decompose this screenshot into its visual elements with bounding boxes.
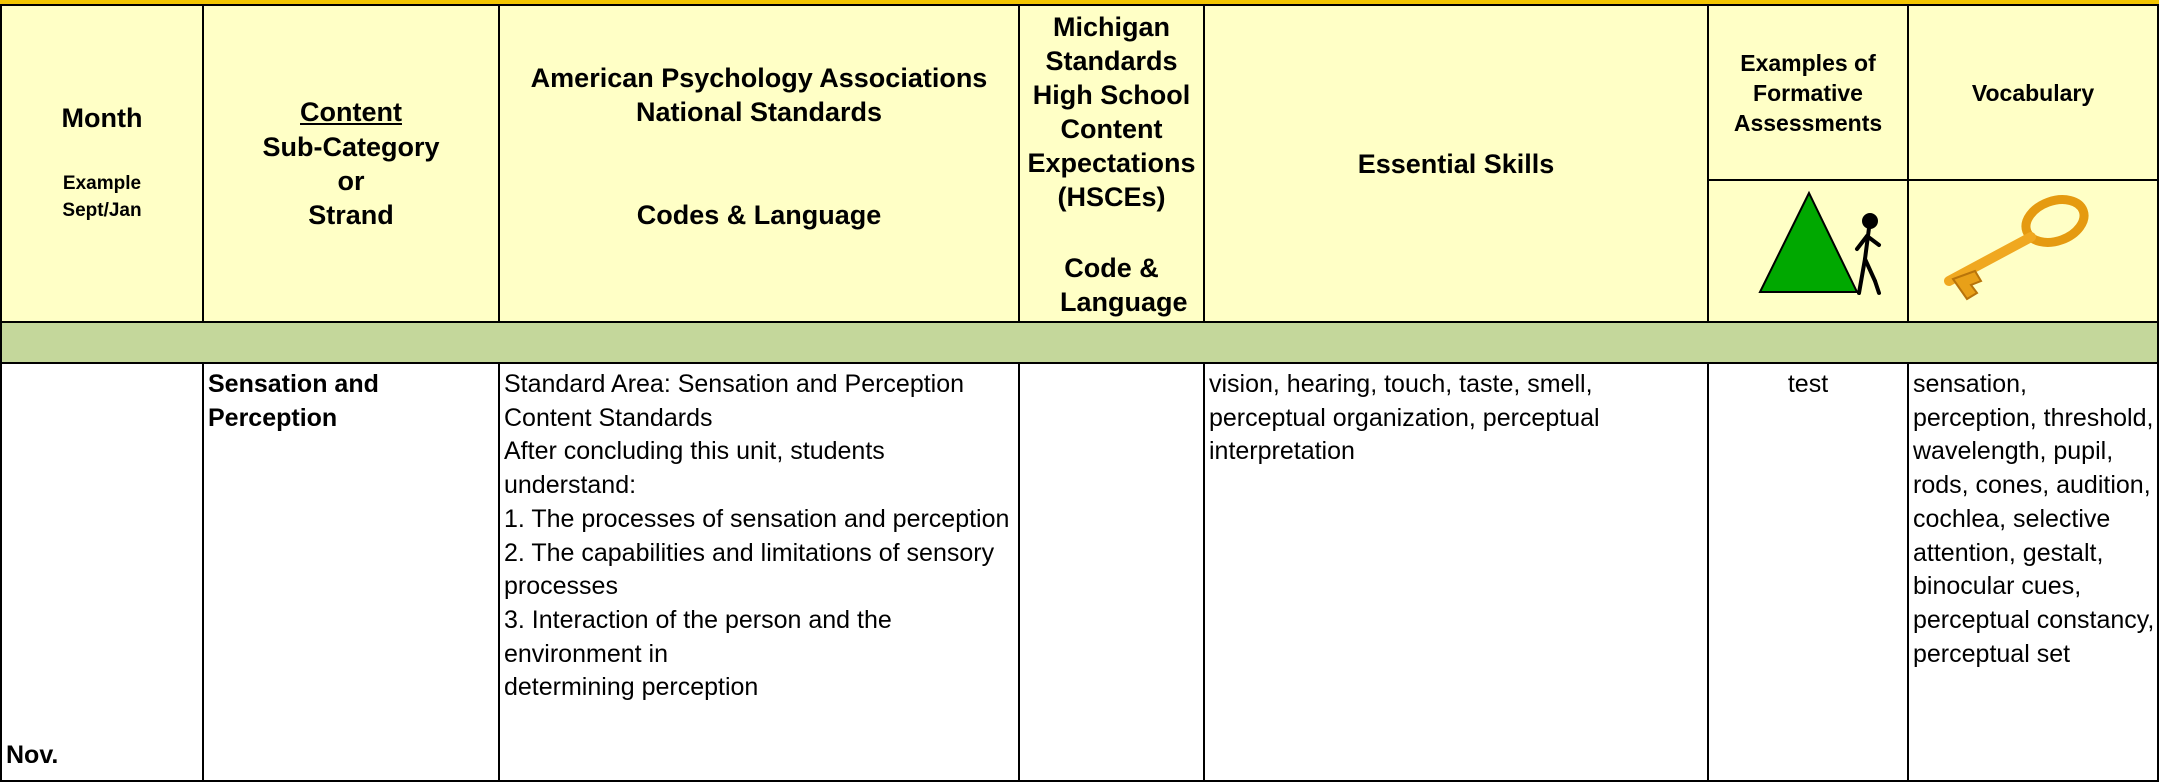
- header-skills-cell: Essential Skills: [1203, 4, 1709, 323]
- header-vocabulary-cell: Vocabulary: [1907, 4, 2159, 181]
- assessment-icon: [1758, 190, 1881, 295]
- header-skills: Essential Skills: [1357, 149, 1555, 179]
- climber: [1855, 213, 1881, 295]
- header-content: Sub-Category: [262, 132, 440, 162]
- header-assessments: Examples of Formative Assessments: [1733, 50, 1883, 136]
- header-content: or: [337, 166, 365, 196]
- key: [1944, 195, 2089, 301]
- header-month-example: Sept/Jan: [62, 200, 142, 221]
- apa-line: determining perception: [504, 673, 759, 702]
- header-michigan-title: Michigan Standards High School Content E…: [1027, 12, 1196, 212]
- row-assessments-cell: test: [1707, 362, 1909, 782]
- separator-band: [0, 321, 2159, 364]
- header-month: Month: [61, 103, 143, 133]
- header-content: Strand: [308, 200, 394, 230]
- row-vocabulary-cell: sensation, perception, threshold, wavele…: [1907, 362, 2159, 782]
- apa-line: Standard Area: Sensation and Perception: [504, 370, 965, 398]
- row-michigan-cell: [1018, 362, 1205, 782]
- apa-line: After concluding this unit, students und…: [504, 437, 885, 500]
- apa-line: 3. Interaction of the person and the env…: [504, 605, 892, 668]
- header-content-cell: Content Sub-Category or Strand: [202, 4, 500, 323]
- apa-line: Content Standards: [504, 403, 713, 432]
- row-month-cell: Nov.: [0, 362, 204, 782]
- apa-line: 1. The processes of sensation and percep…: [504, 504, 1010, 533]
- header-michigan-subtitle: Code & Language: [1060, 253, 1188, 317]
- row-content: Sensation and Perception: [208, 370, 379, 432]
- row-content-cell: Sensation and Perception: [202, 362, 500, 782]
- assessment-icon-cell: [1707, 179, 1909, 323]
- apa-line: 2. The capabilities and limitations of s…: [504, 538, 995, 601]
- header-vocabulary: Vocabulary: [1971, 80, 2095, 106]
- header-apa-title: American Psychology Associations Nationa…: [530, 63, 988, 127]
- top-band: [0, 0, 2159, 5]
- row-skills-cell: vision, hearing, touch, taste, smell, pe…: [1203, 362, 1709, 782]
- header-apa-cell: American Psychology Associations Nationa…: [498, 4, 1020, 323]
- row-apa-cell: Standard Area: Sensation and Perception C…: [498, 362, 1020, 782]
- header-month-example: Example: [62, 173, 142, 194]
- header-michigan-cell: Michigan Standards High School Content E…: [1018, 4, 1205, 323]
- row-skills: vision, hearing, touch, taste, smell, pe…: [1209, 370, 1600, 466]
- header-content: Content: [300, 97, 402, 127]
- triangle: [1758, 190, 1859, 293]
- row-apa: Standard Area: Sensation and Perception C…: [504, 368, 1014, 705]
- row-month: Nov.: [6, 741, 59, 769]
- header-apa-subtitle: Codes & Language: [636, 200, 882, 230]
- header-assessments-cell: Examples of Formative Assessments: [1707, 4, 1909, 181]
- header-month-cell: Month Example Sept/Jan: [0, 4, 204, 323]
- vocabulary-icon-cell: [1907, 179, 2159, 323]
- row-vocabulary: sensation, perception, threshold, wavele…: [1913, 370, 2155, 668]
- key-icon: [1944, 195, 2089, 301]
- row-assessments: test: [1787, 370, 1829, 398]
